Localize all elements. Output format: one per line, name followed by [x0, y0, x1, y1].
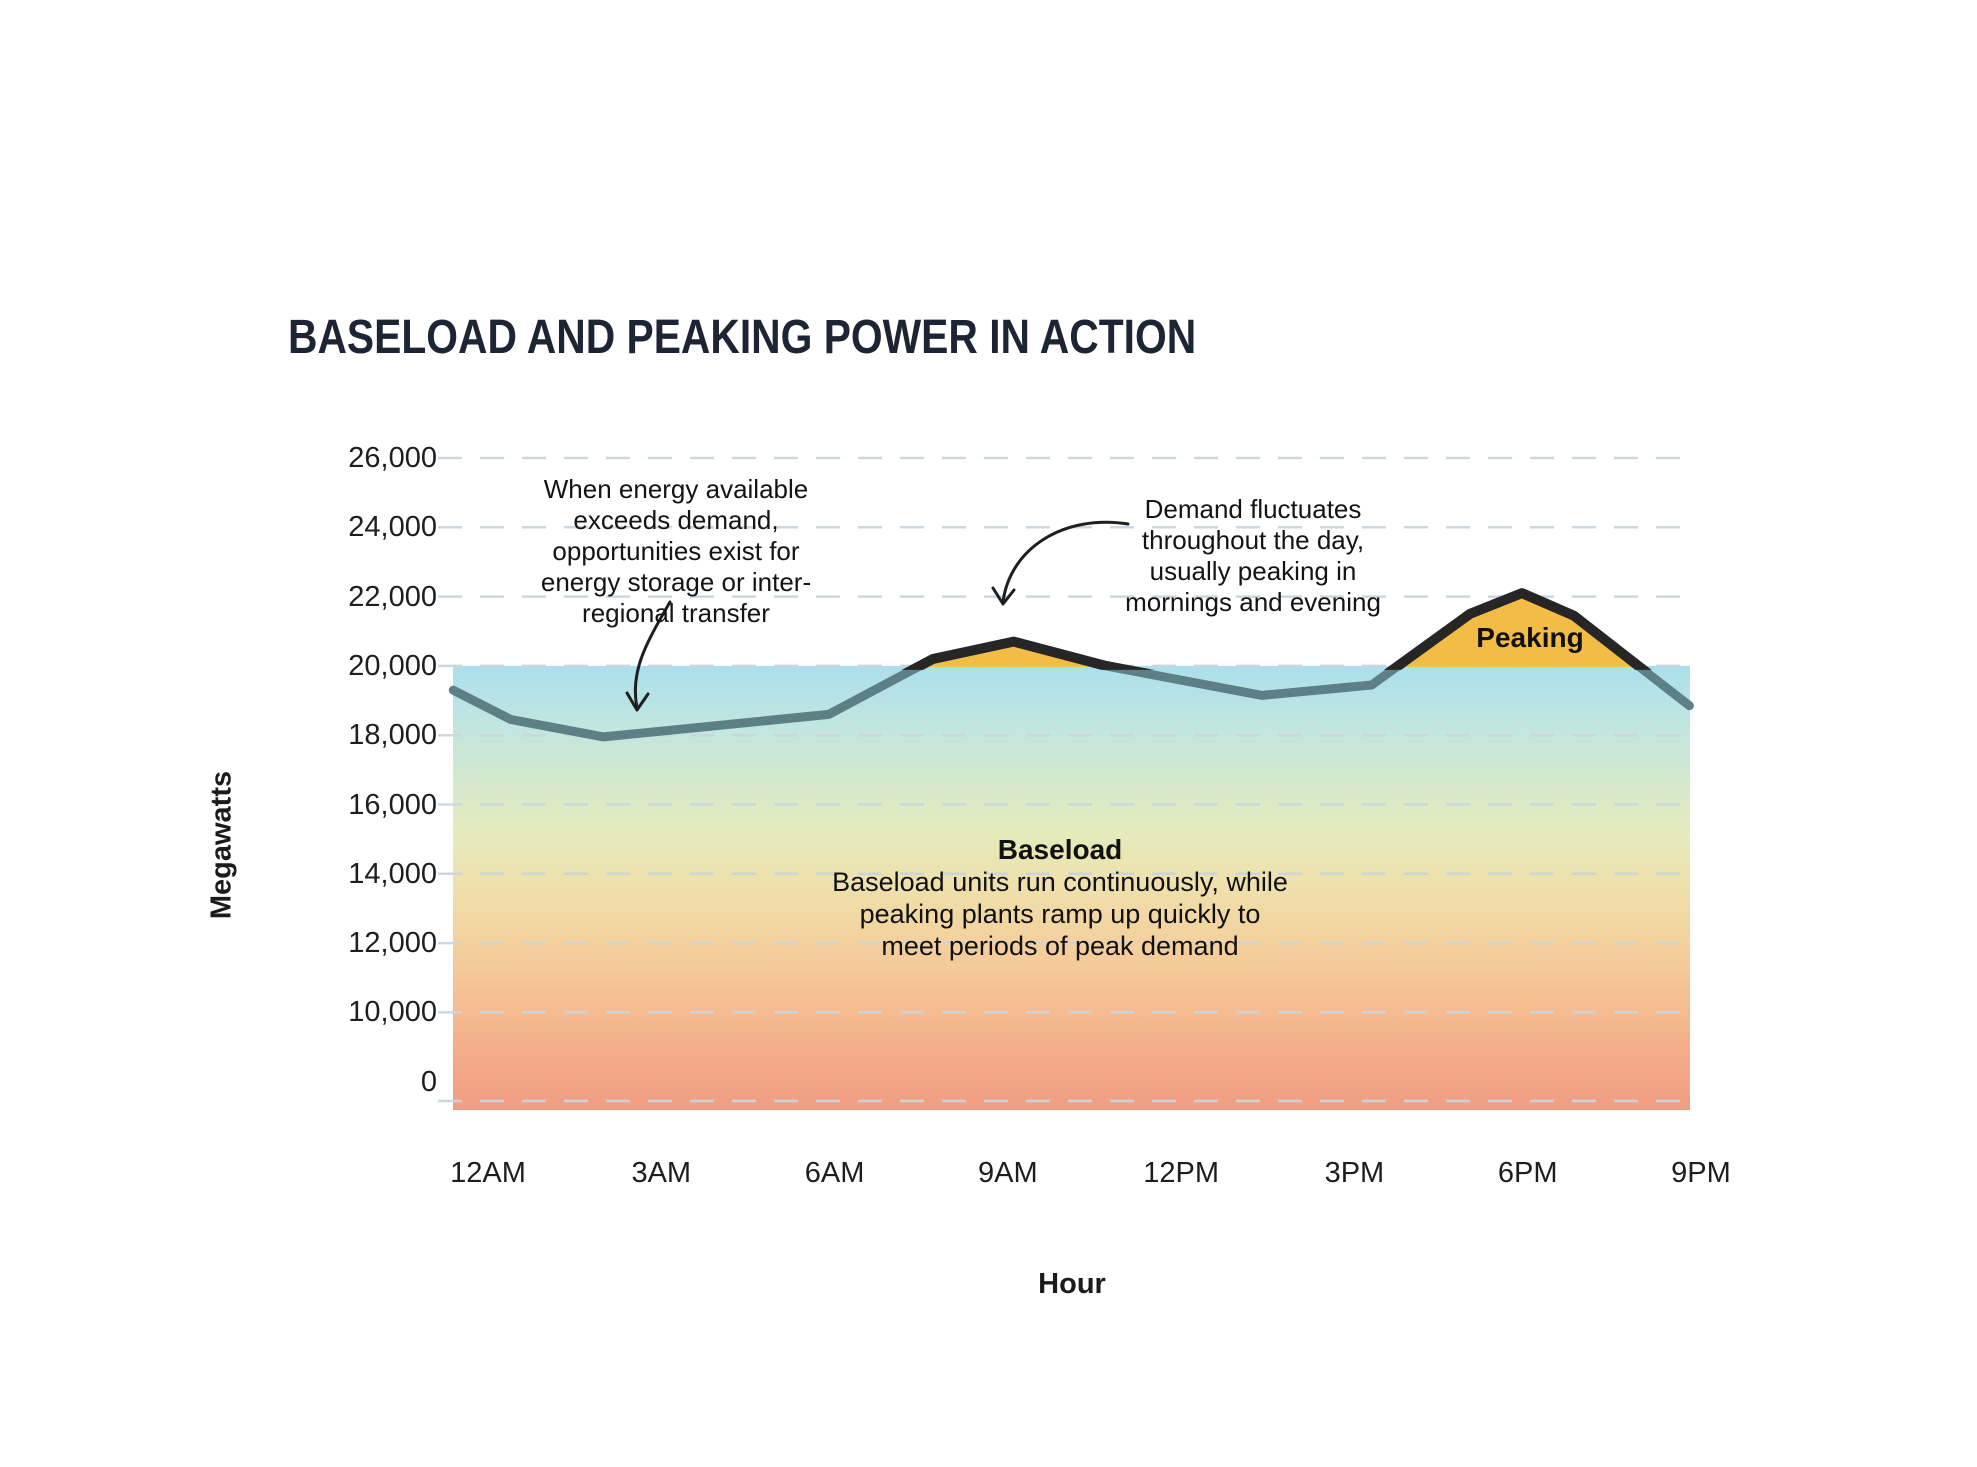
x-tick-label: 12AM	[450, 1157, 526, 1189]
fluctuation-annotation-line: throughout the day,	[1141, 525, 1365, 555]
y-tick-label: 0	[420, 1066, 437, 1098]
page-title: BASELOAD AND PEAKING POWER IN ACTION	[288, 311, 1197, 364]
x-tick-label: 3AM	[631, 1157, 692, 1189]
y-tick-label: 12,000	[348, 927, 437, 960]
x-tick-label: 6PM	[1497, 1157, 1558, 1189]
baseload-description: Baseload units run continuously, while pe…	[832, 866, 1288, 962]
surplus-annotation-line: exceeds demand,	[573, 505, 779, 535]
y-tick-label: 16,000	[348, 788, 437, 821]
baseload-area-label: Baseload Baseload units run continuously…	[832, 834, 1288, 962]
demand-line-above-baseload	[901, 588, 1652, 670]
x-axis-title: Hour	[1038, 1268, 1106, 1300]
fluctuation-annotation-line: usually peaking in	[1149, 556, 1357, 586]
surplus-annotation-line: opportunities exist for	[552, 536, 800, 566]
surplus-annotation-line: energy storage or inter-	[540, 567, 812, 597]
surplus-annotation: When energy available exceeds demand, oppo…	[541, 474, 811, 629]
y-tick-label: 14,000	[348, 857, 437, 890]
y-tick-label: 20,000	[348, 649, 437, 682]
peaking-fill-area	[917, 593, 1640, 667]
surplus-annotation-line: When energy available	[543, 474, 809, 504]
x-tick-label: 9PM	[1671, 1157, 1731, 1189]
y-tick-label: 10,000	[348, 996, 437, 1029]
x-tick-label: 3PM	[1324, 1157, 1385, 1189]
y-tick-label: 24,000	[348, 511, 437, 544]
y-axis-title: Megawatts	[205, 770, 238, 920]
x-tick-label: 9AM	[978, 1157, 1038, 1189]
fluctuation-annotation-arrow	[991, 520, 1130, 606]
baseload-description-line: peaking plants ramp up quickly to	[859, 899, 1261, 929]
baseload-description-line: Baseload units run continuously, while	[832, 867, 1288, 897]
y-tick-label: 18,000	[348, 719, 437, 752]
y-tick-label: 26,000	[348, 442, 437, 474]
y-tick-label: 22,000	[348, 580, 437, 613]
baseload-gradient-area	[453, 665, 1690, 1110]
peaking-area-label: Peaking	[1476, 622, 1584, 653]
baseload-description-line: meet periods of peak demand	[881, 931, 1239, 961]
surplus-annotation-arrow	[625, 600, 672, 712]
surplus-annotation-line: regional transfer	[582, 598, 770, 628]
x-tick-label: 12PM	[1143, 1157, 1219, 1189]
fluctuation-annotation-line: mornings and evening	[1125, 587, 1381, 617]
fluctuation-annotation: Demand fluctuates throughout the day, usua…	[1125, 494, 1381, 618]
fluctuation-annotation-line: Demand fluctuates	[1144, 494, 1362, 524]
baseload-heading: Baseload	[997, 834, 1123, 865]
x-tick-label: 6AM	[804, 1157, 865, 1189]
